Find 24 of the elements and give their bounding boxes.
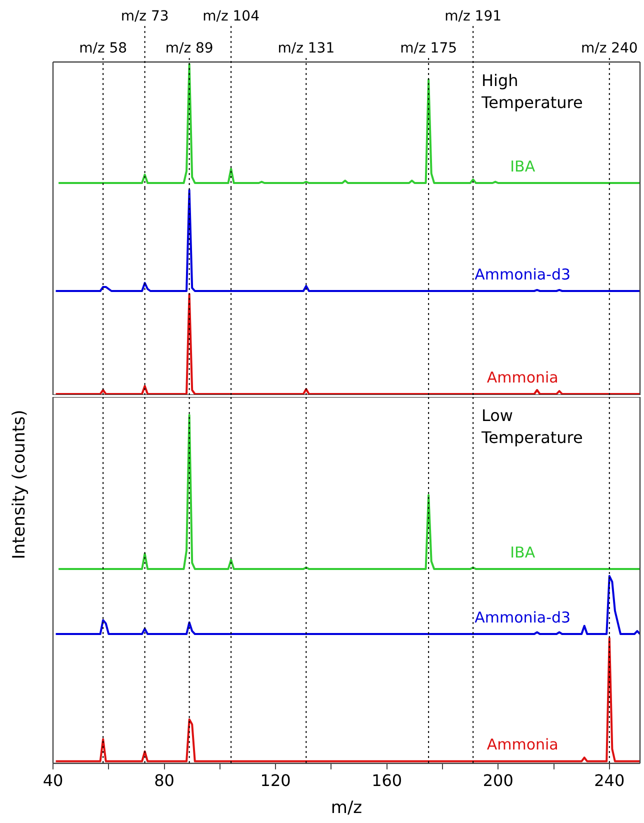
x-tick-label: 200: [482, 771, 514, 790]
series-label: IBA: [510, 157, 536, 176]
y-axis-title: Intensity (counts): [9, 410, 30, 560]
x-axis-title: m/z: [330, 798, 362, 818]
series-label: Ammonia: [486, 368, 558, 386]
series-label: Ammonia: [486, 736, 558, 754]
x-tick-label: 120: [260, 771, 291, 790]
ref-line-label: m/z 175: [400, 40, 458, 57]
ref-line-label: m/z 240: [580, 40, 638, 57]
ref-line-label: m/z 89: [165, 40, 214, 57]
series-label: IBA: [510, 543, 536, 562]
ref-line-label: m/z 191: [444, 8, 502, 25]
annotation: Low Temperature: [480, 406, 583, 448]
x-tick-label: 40: [42, 771, 64, 790]
x-tick-label: 240: [594, 771, 625, 790]
ref-line-label: m/z 73: [120, 8, 169, 25]
x-tick-label: 80: [154, 771, 174, 790]
series-label: Ammonia-d3: [474, 265, 571, 284]
ref-line-label: m/z 104: [202, 8, 260, 25]
ref-line-label: m/z 58: [79, 40, 128, 57]
x-tick-label: 160: [372, 771, 402, 790]
series-label: Ammonia-d3: [474, 608, 571, 626]
ref-line-label: m/z 131: [278, 40, 335, 57]
annotation: High Temperature: [480, 71, 583, 112]
